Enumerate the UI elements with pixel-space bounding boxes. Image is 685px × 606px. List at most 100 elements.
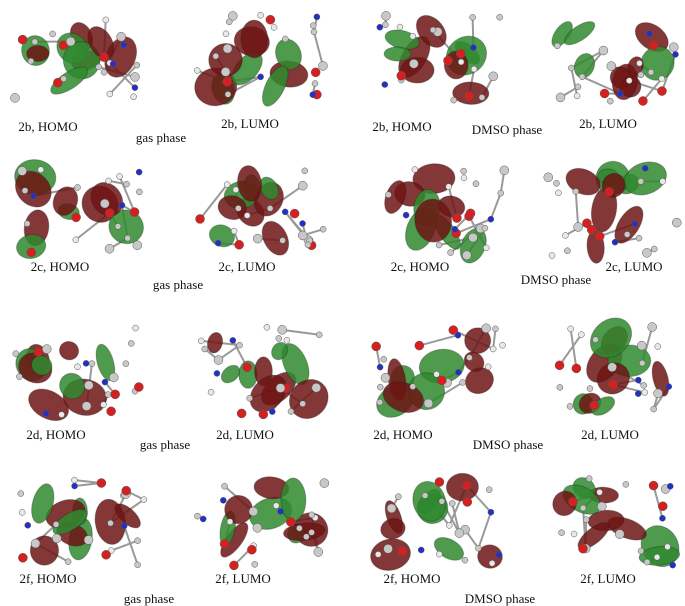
molecule-image: [195, 165, 327, 256]
atom: [586, 385, 594, 392]
atom: [643, 558, 651, 566]
atom: [252, 523, 263, 533]
atom: [10, 93, 20, 103]
atom: [58, 411, 65, 418]
atom: [252, 233, 263, 244]
orbital-lobe: [52, 508, 88, 535]
atom: [669, 561, 676, 569]
molecule-image: [17, 476, 148, 569]
atom: [461, 556, 469, 564]
atom: [234, 240, 244, 250]
atom: [647, 68, 655, 76]
orbital-lobe: [414, 198, 453, 243]
atom: [377, 383, 384, 391]
molecule-image: [552, 475, 681, 569]
atom: [220, 67, 231, 77]
atom: [84, 380, 94, 391]
atom: [132, 324, 139, 332]
atom: [102, 16, 109, 24]
atom: [566, 403, 574, 410]
atom: [74, 184, 81, 191]
atom: [568, 64, 575, 72]
atom: [105, 177, 112, 185]
atom: [53, 77, 63, 88]
atom: [236, 341, 243, 349]
atom: [622, 481, 630, 488]
atom: [272, 502, 280, 509]
atom: [131, 84, 139, 91]
atom: [243, 212, 251, 219]
atom: [443, 55, 453, 66]
atom: [487, 508, 495, 516]
orbital-lobe: [261, 65, 289, 107]
atom: [543, 172, 554, 183]
atom: [230, 227, 238, 235]
atom: [455, 48, 466, 59]
atom: [664, 543, 671, 551]
molecule-image: [193, 11, 328, 107]
atom: [319, 478, 330, 488]
atom: [197, 337, 205, 345]
atom: [33, 347, 44, 357]
atom: [492, 325, 499, 333]
atom: [299, 400, 306, 407]
atom: [110, 389, 120, 400]
atom: [437, 375, 447, 386]
atom: [607, 97, 614, 105]
atom: [42, 344, 52, 354]
atom: [642, 248, 652, 258]
atom: [669, 42, 679, 52]
atom: [380, 373, 391, 383]
orbital-lobe: [208, 43, 243, 77]
atom: [455, 369, 462, 376]
orbital-lobe: [591, 396, 616, 416]
atom: [199, 515, 207, 523]
atom: [409, 59, 419, 69]
atom: [573, 92, 581, 100]
atom: [421, 492, 429, 499]
orbital-lobe: [50, 66, 89, 95]
atom: [220, 497, 227, 504]
bond: [282, 328, 320, 336]
atom: [257, 73, 264, 81]
atom: [623, 231, 631, 238]
orbital-lobe: [589, 317, 633, 359]
atom: [570, 530, 578, 538]
orbital-lobe: [208, 224, 236, 248]
atom: [665, 383, 673, 390]
atom: [101, 550, 111, 560]
atom: [488, 560, 496, 567]
atom: [313, 13, 321, 21]
orbital-lobe: [282, 522, 326, 542]
atom: [281, 208, 289, 216]
atom: [235, 205, 242, 212]
atom: [654, 343, 662, 350]
atom: [74, 363, 81, 371]
atom: [30, 192, 37, 200]
atom: [104, 391, 112, 398]
atom: [636, 59, 643, 67]
orbital-lobe: [217, 195, 247, 221]
orbital-lobe: [634, 22, 669, 53]
atom: [283, 337, 291, 344]
panel-label: 2d, HOMO: [373, 427, 432, 442]
atom: [554, 360, 565, 371]
phase-label: DMSO phase: [521, 272, 592, 287]
atom: [308, 529, 315, 536]
orbital-lobe: [58, 341, 80, 361]
atom: [266, 205, 274, 212]
atom: [376, 23, 384, 31]
atom: [381, 81, 389, 88]
atom: [607, 362, 617, 372]
molecule-image: [384, 163, 510, 264]
atom: [130, 93, 137, 101]
atom: [17, 34, 28, 45]
bond: [569, 328, 578, 369]
atom: [71, 212, 81, 223]
phase-label: gas phase: [124, 591, 174, 606]
atom: [555, 92, 566, 103]
atom: [481, 224, 489, 232]
atom: [641, 389, 648, 396]
atom: [242, 362, 252, 372]
panel-label: 2d, LUMO: [581, 427, 639, 442]
